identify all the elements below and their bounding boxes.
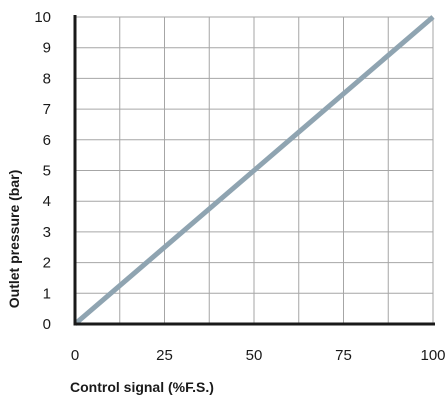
y-axis-title: Outlet pressure (bar) xyxy=(6,170,22,308)
x-tick-labels: 0 25 50 75 100 xyxy=(71,347,446,364)
y-tick-label: 2 xyxy=(43,255,51,272)
x-tick-label: 25 xyxy=(156,347,173,364)
series-group xyxy=(73,15,435,326)
x-tick-label: 0 xyxy=(71,347,79,364)
y-tick-label: 7 xyxy=(43,101,51,118)
y-tick-label: 9 xyxy=(43,40,51,57)
x-tick-label: 100 xyxy=(420,347,445,364)
x-axis-title: Control signal (%F.S.) xyxy=(70,379,214,395)
y-tick-label: 3 xyxy=(43,224,51,241)
y-tick-label: 0 xyxy=(43,316,51,333)
y-tick-label: 4 xyxy=(43,193,51,210)
y-tick-label: 8 xyxy=(43,70,51,87)
x-tick-label: 75 xyxy=(335,347,352,364)
y-tick-label: 1 xyxy=(43,285,51,302)
x-tick-label: 50 xyxy=(246,347,263,364)
y-tick-labels: 0 1 2 3 4 5 6 7 8 9 10 xyxy=(34,9,51,333)
y-tick-label: 6 xyxy=(43,132,51,149)
axes xyxy=(73,15,435,326)
y-tick-label: 10 xyxy=(34,9,51,26)
series-line xyxy=(73,15,435,326)
y-tick-label: 5 xyxy=(43,163,51,180)
